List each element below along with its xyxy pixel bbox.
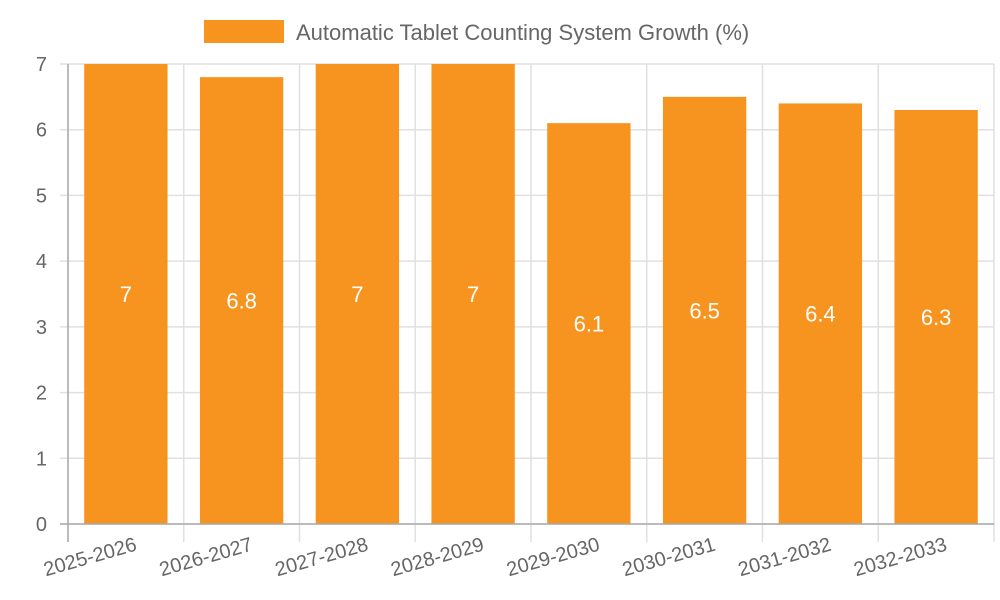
legend-label: Automatic Tablet Counting System Growth … [296, 20, 749, 45]
bar-value-label: 7 [467, 282, 479, 307]
bar[interactable] [662, 96, 747, 524]
bar[interactable] [547, 123, 631, 525]
bar[interactable] [84, 64, 168, 524]
bar[interactable] [778, 103, 863, 524]
y-tick-label: 5 [36, 185, 47, 207]
legend-swatch [204, 20, 284, 43]
axes [60, 64, 994, 542]
bar-value-label: 6.3 [921, 305, 952, 330]
y-tick-label: 1 [36, 448, 47, 470]
bar[interactable] [431, 64, 515, 524]
x-tick-label: 2026-2027 [157, 534, 255, 582]
bar-value-label: 6.1 [574, 312, 605, 337]
y-axis-ticks: 0 1 2 3 4 5 6 7 [36, 54, 47, 536]
y-tick-label: 4 [36, 251, 47, 273]
x-axis-ticks: 2025-2026 2026-2027 2027-2028 2028-2029 2029… [41, 534, 949, 582]
x-tick-label: 2029-2030 [504, 534, 602, 582]
x-tick-label: 2032-2033 [851, 534, 949, 582]
bar-value-label: 6.8 [226, 289, 257, 314]
bar[interactable] [315, 64, 400, 524]
x-tick-label: 2028-2029 [388, 534, 486, 582]
bars: 7 6.8 7 7 6.1 6.5 6.4 6.3 [84, 64, 978, 525]
bar-value-label: 7 [351, 282, 363, 307]
bar-value-label: 6.5 [689, 298, 720, 323]
y-tick-label: 7 [36, 54, 47, 76]
x-tick-label: 2030-2031 [620, 534, 718, 582]
y-tick-label: 0 [36, 514, 47, 536]
bar-value-label: 6.4 [805, 302, 836, 327]
y-tick-label: 2 [36, 383, 47, 405]
y-tick-label: 6 [36, 120, 47, 142]
x-tick-label: 2031-2032 [736, 534, 834, 582]
y-tick-label: 3 [36, 317, 47, 339]
bar[interactable] [894, 110, 978, 524]
bar[interactable] [199, 77, 284, 525]
bar-value-label: 7 [120, 282, 132, 307]
legend[interactable]: Automatic Tablet Counting System Growth … [204, 20, 749, 45]
x-tick-label: 2025-2026 [41, 534, 139, 582]
x-tick-label: 2027-2028 [273, 534, 371, 582]
